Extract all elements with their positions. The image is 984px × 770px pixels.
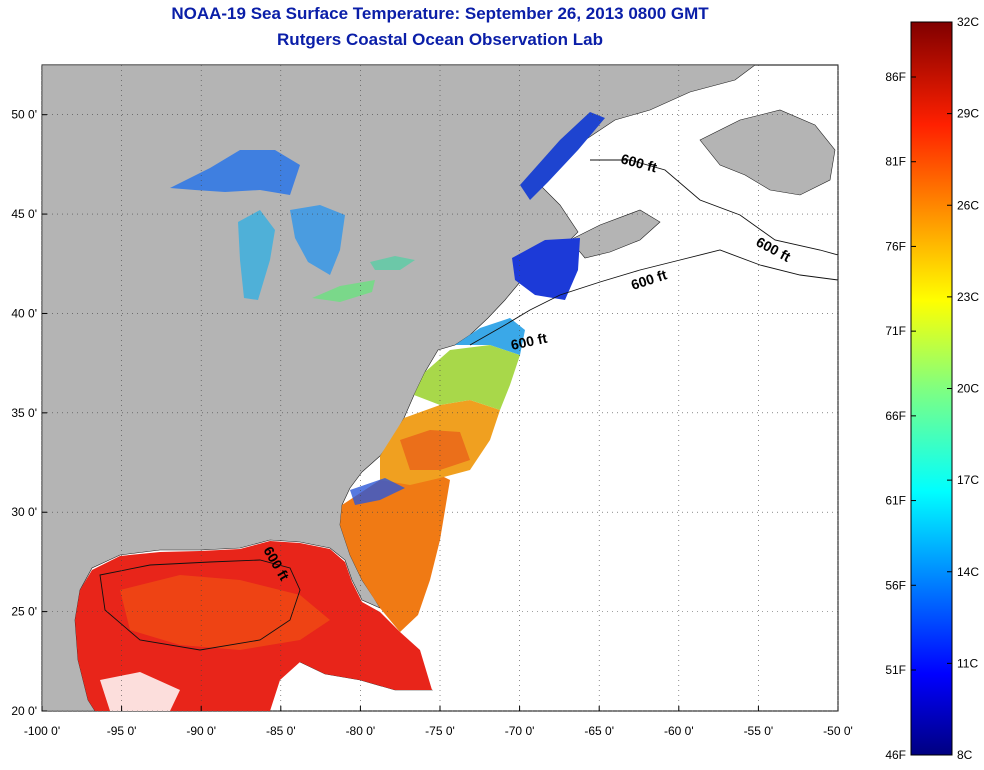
colorbar-fahrenheit-label: 51F <box>885 663 906 677</box>
longitude-label: -50 0' <box>823 724 853 738</box>
colorbar-fahrenheit-label: 71F <box>885 324 906 338</box>
latitude-label: 35 0' <box>11 406 37 420</box>
colorbar-fahrenheit-label: 86F <box>885 70 906 84</box>
axis-labels: -100 0' -95 0' -90 0' -85 0' -80 0' -75 0' -70… <box>11 108 852 738</box>
colorbar-fahrenheit-label: 76F <box>885 239 906 253</box>
map-subtitle: Rutgers Coastal Ocean Observation Lab <box>277 30 603 49</box>
longitude-label: -80 0' <box>346 724 376 738</box>
longitude-label: -85 0' <box>266 724 296 738</box>
colorbar-celsius-label: 11C <box>957 656 978 670</box>
graticule <box>41 65 839 712</box>
colorbar-fahrenheit-label: 56F <box>885 578 906 592</box>
latitude-label: 25 0' <box>11 605 37 619</box>
colorbar-celsius-label: 20C <box>957 382 979 396</box>
latitude-label: 45 0' <box>11 207 37 221</box>
longitude-label: -65 0' <box>584 724 614 738</box>
latitude-label: 40 0' <box>11 306 37 320</box>
map-title: NOAA-19 Sea Surface Temperature: Septemb… <box>171 4 709 23</box>
colorbar-celsius-label: 8C <box>957 748 973 762</box>
longitude-label: -55 0' <box>744 724 774 738</box>
colorbar <box>910 21 953 756</box>
land-mass <box>42 65 756 711</box>
colorbar-celsius-label: 26C <box>957 198 979 212</box>
colorbar-celsius-label: 23C <box>957 290 979 304</box>
lake-huron <box>290 205 345 275</box>
colorbar-celsius-label: 32C <box>957 15 979 29</box>
colorbar-celsius-label: 14C <box>957 565 979 579</box>
latitude-label: 30 0' <box>11 505 37 519</box>
colorbar-celsius-label: 17C <box>957 473 979 487</box>
lake-michigan <box>238 210 275 300</box>
colorbar-fahrenheit-label: 61F <box>885 494 906 508</box>
latitude-label: 50 0' <box>11 108 37 122</box>
longitude-label: -95 0' <box>107 724 137 738</box>
longitude-label: -60 0' <box>664 724 694 738</box>
colorbar-labels: 32C 29C 26C 23C 20C 17C 14C 11C 8C 86F 81F 76F 71F 66… <box>885 15 979 762</box>
longitude-label: -100 0' <box>24 724 60 738</box>
lake-superior <box>170 150 300 195</box>
longitude-label: -90 0' <box>186 724 216 738</box>
contour-label: 600 ft <box>509 330 548 353</box>
colorbar-celsius-label: 29C <box>957 107 979 121</box>
lake-ontario <box>370 256 415 270</box>
lake-erie <box>312 280 375 302</box>
longitude-label: -75 0' <box>425 724 455 738</box>
colorbar-fahrenheit-label: 46F <box>885 748 906 762</box>
longitude-label: -70 0' <box>505 724 535 738</box>
latitude-label: 20 0' <box>11 704 37 718</box>
colorbar-fahrenheit-label: 81F <box>885 155 906 169</box>
colorbar-fahrenheit-label: 66F <box>885 409 906 423</box>
